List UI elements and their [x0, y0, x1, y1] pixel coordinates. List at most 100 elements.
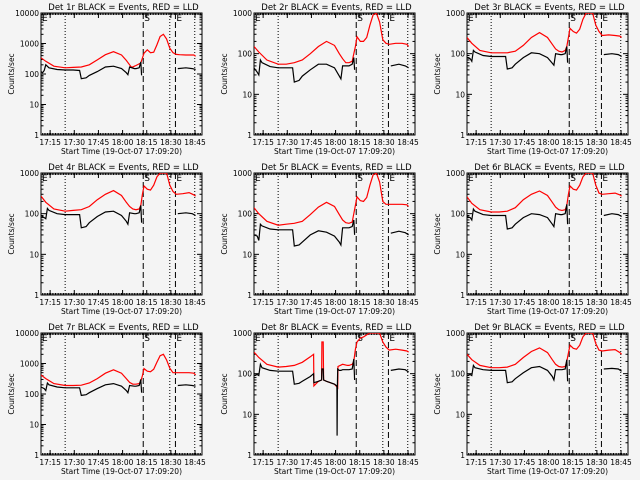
panel-title: Det 8r BLACK = Events, RED = LLD: [261, 323, 412, 333]
y-tick-label: 1000: [446, 9, 465, 18]
panel-title: Det 9r BLACK = Events, RED = LLD: [474, 323, 625, 333]
x-tick-label: 18:00: [325, 298, 347, 307]
series-line-lld: [41, 353, 197, 387]
y-tick-label: 1: [460, 131, 465, 140]
y-tick-label: 100: [25, 210, 40, 219]
detector-panel-3: Det 3r BLACK = Events, RED = LLD 1 10 100 10…: [433, 3, 632, 156]
x-tick-label: 17:30: [63, 298, 85, 307]
y-tick-label: 10: [455, 90, 465, 99]
y-tick-label: 10: [29, 421, 39, 430]
x-tick-label: 18:15: [562, 458, 584, 467]
panel-title: Det 2r BLACK = Events, RED = LLD: [261, 3, 412, 13]
x-tick-label: 17:45: [301, 458, 323, 467]
detector-panel-1: Det 1r BLACK = Events, RED = LLD 1 10 100 10…: [7, 3, 206, 156]
event-marker-e: E: [389, 174, 395, 184]
event-marker-s: S: [570, 14, 576, 24]
y-tick-label: 1: [34, 451, 39, 460]
event-marker-e: E: [389, 334, 395, 344]
y-axis-label: Counts/sec: [220, 213, 229, 254]
y-tick-label: 100: [238, 50, 253, 59]
x-tick-label: 18:45: [184, 138, 206, 147]
event-marker-s: S: [570, 174, 576, 184]
x-tick-label: 18:45: [184, 298, 206, 307]
event-marker-e: E: [176, 334, 182, 344]
series-line-events: [254, 358, 409, 436]
x-tick-label: 18:45: [397, 138, 419, 147]
detector-panel-7: Det 7r BLACK = Events, RED = LLD 1 10 100 10…: [7, 323, 206, 476]
x-tick-label: 17:45: [514, 458, 536, 467]
x-tick-label: 17:30: [276, 458, 298, 467]
event-marker-s: S: [144, 334, 150, 344]
x-tick-label: 17:45: [301, 298, 323, 307]
x-tick-label: 18:00: [325, 138, 347, 147]
y-tick-label: 10: [29, 250, 39, 259]
y-tick-label: 10: [29, 101, 39, 110]
x-tick-label: 18:00: [538, 138, 560, 147]
y-axis-label: Counts/sec: [220, 373, 229, 414]
series-line-lld: [41, 173, 196, 212]
x-tick-label: 18:15: [136, 298, 158, 307]
event-marker-e: E: [468, 174, 474, 184]
event-marker-e: E: [602, 334, 608, 344]
x-tick-label: 18:00: [112, 298, 134, 307]
y-axis-label: Counts/sec: [433, 53, 442, 94]
y-tick-label: 100: [451, 210, 466, 219]
y-tick-label: 100: [25, 390, 40, 399]
y-tick-label: 100: [238, 210, 253, 219]
x-tick-label: 17:45: [88, 138, 110, 147]
y-tick-label: 100: [238, 370, 253, 379]
x-tick-label: 18:45: [397, 458, 419, 467]
x-tick-label: 18:15: [562, 298, 584, 307]
event-marker-e: E: [468, 334, 474, 344]
x-tick-label: 18:00: [538, 298, 560, 307]
series-line-lld: [254, 13, 410, 65]
x-axis-label: Start Time (19-Oct-07 17:09:20): [61, 147, 182, 156]
x-tick-label: 18:15: [136, 138, 158, 147]
x-tick-label: 17:15: [465, 138, 487, 147]
y-tick-label: 10000: [15, 329, 39, 338]
x-tick-label: 18:45: [610, 138, 632, 147]
event-marker-e: E: [176, 14, 182, 24]
x-tick-label: 18:30: [586, 138, 608, 147]
x-tick-label: 17:30: [489, 458, 511, 467]
y-tick-label: 100: [451, 370, 466, 379]
x-tick-label: 17:45: [301, 138, 323, 147]
y-tick-label: 1000: [233, 329, 252, 338]
x-tick-label: 17:30: [489, 138, 511, 147]
panel-title: Det 3r BLACK = Events, RED = LLD: [474, 3, 625, 13]
series-line-events: [41, 379, 196, 397]
x-tick-label: 17:15: [39, 138, 61, 147]
x-tick-label: 17:30: [276, 138, 298, 147]
series-line-events: [467, 46, 622, 70]
y-tick-label: 1: [247, 451, 252, 460]
x-tick-label: 18:15: [349, 138, 371, 147]
x-tick-label: 18:45: [184, 458, 206, 467]
event-marker-e: E: [468, 14, 474, 24]
event-marker-e: E: [602, 14, 608, 24]
x-axis-label: Start Time (19-Oct-07 17:09:20): [487, 147, 608, 156]
event-marker-s: S: [144, 174, 150, 184]
y-tick-label: 10: [455, 250, 465, 259]
x-tick-label: 18:30: [586, 458, 608, 467]
y-tick-label: 1000: [446, 169, 465, 178]
x-tick-label: 18:00: [325, 458, 347, 467]
x-tick-label: 18:30: [160, 458, 182, 467]
y-tick-label: 1000: [233, 169, 252, 178]
y-tick-label: 1000: [20, 40, 39, 49]
y-axis-label: Counts/sec: [433, 213, 442, 254]
y-tick-label: 1000: [20, 360, 39, 369]
x-tick-label: 17:45: [514, 138, 536, 147]
x-tick-label: 17:45: [514, 298, 536, 307]
event-marker-e: E: [255, 14, 261, 24]
x-tick-label: 17:15: [465, 298, 487, 307]
panel-title: Det 7r BLACK = Events, RED = LLD: [48, 323, 199, 333]
event-marker-e: E: [176, 174, 182, 184]
x-tick-label: 18:30: [160, 138, 182, 147]
x-tick-label: 17:30: [63, 458, 85, 467]
event-marker-e: E: [255, 334, 261, 344]
series-line-events: [467, 359, 622, 384]
y-tick-label: 10: [455, 410, 465, 419]
y-tick-label: 10000: [15, 9, 39, 18]
event-marker-e: E: [42, 174, 48, 184]
x-tick-label: 18:00: [538, 458, 560, 467]
